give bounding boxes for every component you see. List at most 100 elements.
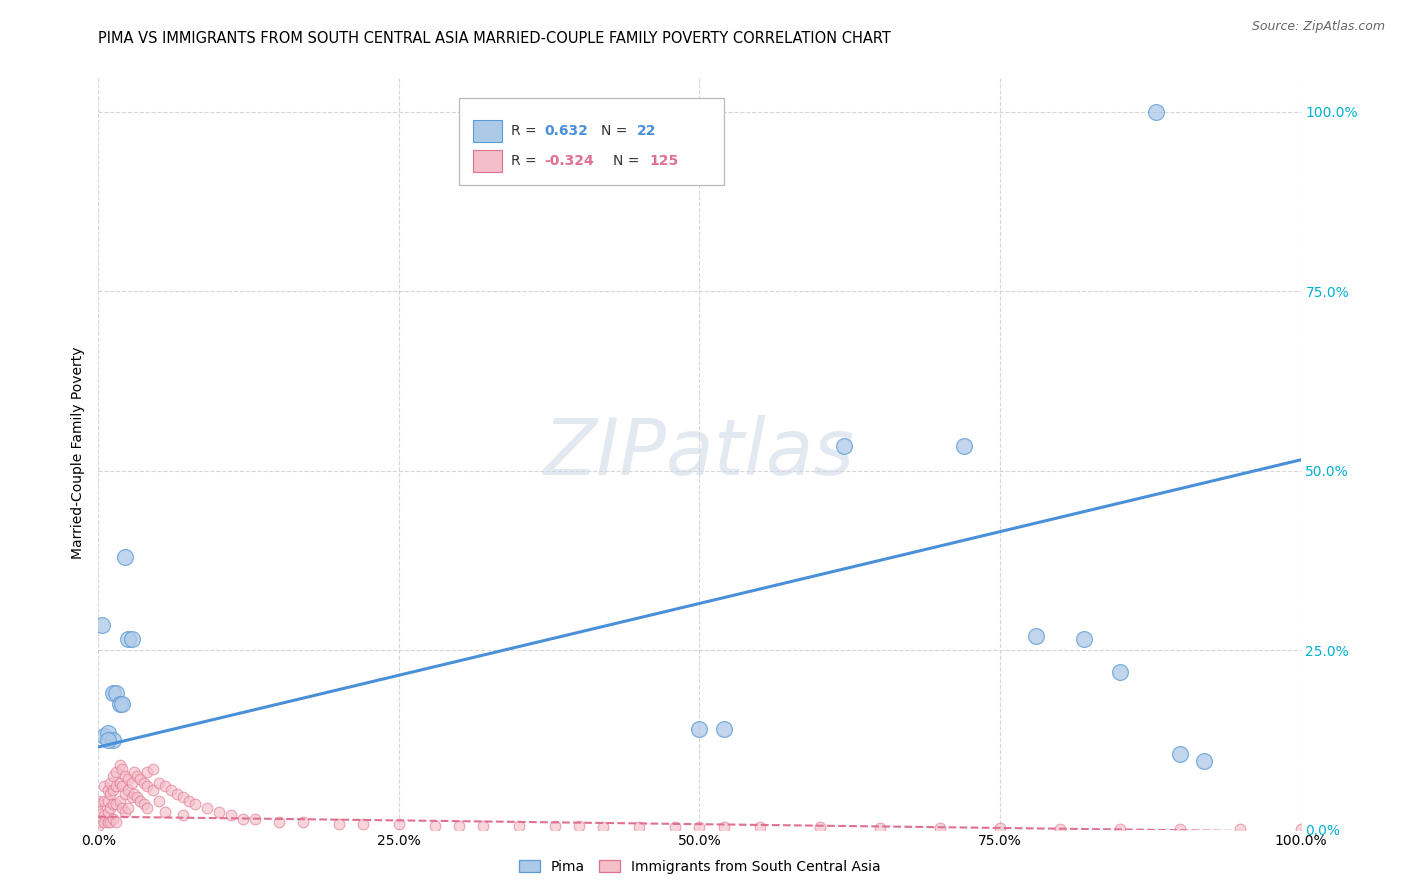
Point <box>291 815 314 830</box>
Point <box>472 819 495 833</box>
Point <box>125 769 148 783</box>
Point <box>97 805 120 819</box>
Point <box>108 697 131 711</box>
Point <box>713 722 735 736</box>
Point <box>664 821 686 835</box>
Point <box>101 812 124 826</box>
Point <box>111 801 134 815</box>
Point <box>97 783 120 797</box>
Point <box>101 797 124 812</box>
Point <box>97 725 120 739</box>
Point <box>1170 747 1192 762</box>
Point <box>1289 822 1312 836</box>
Point <box>172 808 194 822</box>
Point <box>93 780 115 794</box>
Point <box>111 762 134 776</box>
Point <box>100 801 122 815</box>
Point <box>87 819 110 833</box>
Point <box>124 787 146 801</box>
Text: 22: 22 <box>637 124 657 138</box>
Point <box>114 549 136 564</box>
FancyBboxPatch shape <box>474 120 502 142</box>
Point <box>117 632 139 647</box>
Point <box>93 815 115 830</box>
Point <box>544 819 567 833</box>
Point <box>508 819 530 833</box>
Point <box>689 722 711 736</box>
Point <box>232 812 254 826</box>
Point <box>100 787 122 801</box>
Point <box>105 780 128 794</box>
Text: N =: N = <box>600 124 631 138</box>
FancyBboxPatch shape <box>474 150 502 172</box>
Point <box>132 797 155 812</box>
Point <box>124 765 146 780</box>
Point <box>121 790 143 805</box>
Point <box>423 819 446 833</box>
Legend: Pima, Immigrants from South Central Asia: Pima, Immigrants from South Central Asia <box>513 854 886 880</box>
Point <box>352 817 374 831</box>
Point <box>129 794 152 808</box>
Point <box>1049 822 1071 836</box>
Point <box>177 794 200 808</box>
Point <box>172 790 194 805</box>
Point <box>1144 104 1167 119</box>
Point <box>108 758 131 772</box>
Text: -0.324: -0.324 <box>544 154 595 168</box>
Point <box>748 821 770 835</box>
Point <box>108 776 131 790</box>
Text: Source: ZipAtlas.com: Source: ZipAtlas.com <box>1251 20 1385 33</box>
Point <box>568 819 591 833</box>
Text: N =: N = <box>613 154 644 168</box>
Point <box>87 794 110 808</box>
Point <box>100 776 122 790</box>
Point <box>87 805 110 819</box>
Point <box>183 797 205 812</box>
Point <box>101 783 124 797</box>
Point <box>101 686 124 700</box>
Point <box>148 776 170 790</box>
Point <box>135 765 157 780</box>
Point <box>111 697 134 711</box>
Point <box>105 686 128 700</box>
Point <box>447 819 470 833</box>
Point <box>108 794 131 808</box>
Point <box>328 817 350 831</box>
Point <box>101 769 124 783</box>
Point <box>869 821 891 835</box>
Point <box>166 787 188 801</box>
Point <box>121 632 143 647</box>
Point <box>129 772 152 787</box>
Text: 125: 125 <box>650 154 678 168</box>
Point <box>97 732 120 747</box>
Point <box>988 821 1011 835</box>
Point <box>125 790 148 805</box>
Point <box>148 794 170 808</box>
Point <box>87 815 110 830</box>
Point <box>141 783 163 797</box>
Point <box>1025 629 1047 643</box>
Point <box>713 821 735 835</box>
Text: R =: R = <box>510 124 541 138</box>
Point <box>135 780 157 794</box>
Point <box>114 787 136 801</box>
FancyBboxPatch shape <box>458 98 724 186</box>
Point <box>117 772 139 787</box>
Point <box>689 821 711 835</box>
Point <box>219 808 242 822</box>
Point <box>105 797 128 812</box>
Point <box>87 797 110 812</box>
Point <box>93 808 115 822</box>
Point <box>141 762 163 776</box>
Point <box>1194 755 1216 769</box>
Point <box>117 801 139 815</box>
Point <box>1229 822 1251 836</box>
Point <box>105 815 128 830</box>
Point <box>135 801 157 815</box>
Point <box>105 765 128 780</box>
Point <box>101 732 124 747</box>
Point <box>93 794 115 808</box>
Point <box>953 438 976 452</box>
Point <box>1073 632 1095 647</box>
Point <box>93 729 115 743</box>
